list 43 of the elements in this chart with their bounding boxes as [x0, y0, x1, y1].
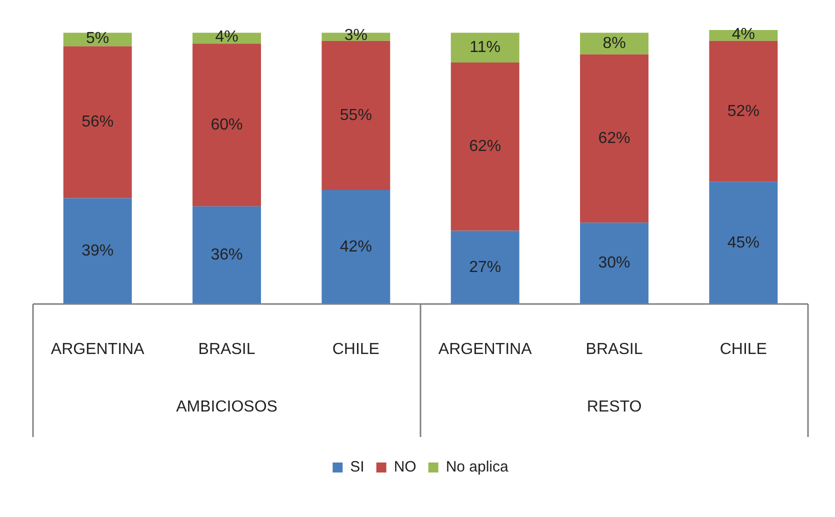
data-label: 8%	[602, 34, 626, 52]
data-label: 42%	[340, 238, 372, 256]
bar	[322, 190, 390, 304]
data-label: 39%	[82, 242, 114, 260]
legend-label: SI	[350, 458, 364, 476]
x-tick-label: ARGENTINA	[438, 341, 532, 358]
bar	[580, 32, 648, 54]
bar	[709, 182, 778, 304]
x-tick-label: BRASIL	[198, 341, 256, 358]
data-label: 56%	[82, 114, 114, 131]
data-label: 27%	[469, 258, 502, 276]
data-label: 4%	[215, 28, 238, 46]
data-label: 4%	[732, 26, 755, 43]
data-label: 62%	[469, 138, 502, 156]
bar	[580, 222, 648, 304]
data-label: 45%	[727, 234, 760, 252]
text: AMBICIOSOS	[176, 398, 278, 416]
data-label: 52%	[727, 102, 760, 120]
bar	[63, 198, 132, 304]
data-label: 5%	[86, 30, 110, 47]
data-label: 36%	[210, 246, 243, 264]
data-label: 60%	[210, 116, 243, 134]
bar	[450, 230, 520, 304]
legend-label: NO	[394, 458, 416, 476]
data-label: 55%	[340, 106, 372, 124]
bar	[709, 40, 778, 182]
bar	[450, 62, 520, 231]
data-label: 62%	[598, 130, 630, 147]
bar	[63, 32, 132, 46]
bar	[322, 40, 390, 190]
x-tick-label: CHILE	[720, 341, 767, 358]
x-tick-label: CHILE	[332, 341, 380, 358]
legend-label: No aplica	[446, 458, 510, 476]
bar	[192, 206, 261, 304]
text: RESTO	[586, 398, 642, 416]
bar	[450, 32, 520, 63]
data-label: 30%	[598, 254, 630, 272]
bar	[192, 44, 261, 206]
x-tick-label: BRASIL	[586, 341, 643, 358]
bar	[63, 46, 132, 198]
bar	[580, 54, 648, 223]
data-label: 11%	[470, 39, 501, 56]
x-tick-label: ARGENTINA	[50, 341, 145, 358]
